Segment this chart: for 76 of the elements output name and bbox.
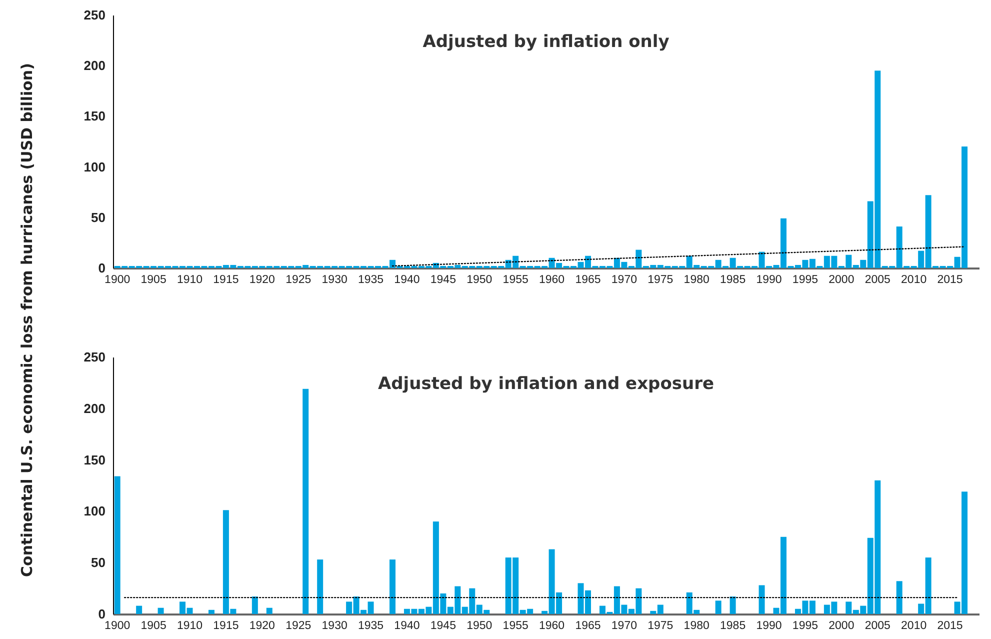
y-tick-label: 0 — [98, 260, 106, 276]
text: Adjusted by inflation only — [422, 32, 670, 52]
x-tick-label: 1905 — [140, 274, 166, 286]
x-tick-label: 1945 — [430, 620, 456, 632]
x-tick-label: 1960 — [538, 274, 565, 286]
x-tick-label: 1920 — [249, 620, 275, 632]
y-tick-label: 100 — [84, 504, 106, 519]
x-tick-label: 1975 — [648, 620, 674, 632]
x-tick-label: 1920 — [249, 274, 275, 286]
bar — [114, 476, 120, 614]
x-tick-label: 1995 — [792, 274, 818, 286]
x-tick-label: 2000 — [828, 620, 854, 632]
x-tick-label: 1985 — [720, 274, 746, 286]
x-tick-label: 1970 — [611, 620, 637, 632]
x-tick-label: 1950 — [466, 274, 492, 286]
text: Adjusted by inflation and exposure — [378, 374, 714, 394]
x-tick-label: 1905 — [140, 620, 166, 632]
bar — [896, 581, 902, 614]
y-tick-label: 100 — [84, 159, 106, 174]
x-tick-label: 1900 — [104, 274, 130, 286]
x-tick-label: 1955 — [502, 274, 528, 286]
x-tick-label: 1915 — [213, 274, 239, 286]
y-axis-title: Continental U.S. economic loss from hurricanes (USD billion) — [18, 63, 36, 577]
x-tick-label: 1990 — [756, 274, 782, 286]
x-tick-label: 2015 — [937, 620, 963, 632]
x-tick-label: 1990 — [756, 620, 782, 632]
x-tick-label: 1955 — [502, 620, 528, 632]
x-tick-label: 1930 — [322, 274, 348, 286]
x-tick-label: 1935 — [358, 620, 384, 632]
x-tick-label: 2000 — [828, 274, 854, 286]
x-tick-label: 1985 — [720, 620, 746, 632]
y-tick-label: 50 — [91, 210, 106, 225]
y-tick-label: 200 — [84, 58, 106, 74]
x-tick-label: 1935 — [358, 274, 384, 286]
x-tick-label: 1965 — [575, 274, 601, 286]
x-tick-label: 2010 — [901, 274, 927, 286]
x-tick-label: 1995 — [792, 620, 818, 632]
bar — [389, 560, 396, 614]
y-tick-label: 150 — [84, 452, 106, 468]
y-tick-label: 50 — [91, 555, 106, 570]
x-tick-label: 1945 — [430, 274, 456, 286]
x-tick-label: 1960 — [538, 620, 565, 632]
x-tick-label: 1900 — [104, 620, 130, 632]
bar — [715, 600, 722, 614]
y-tick-label: 0 — [98, 606, 106, 622]
bar — [758, 585, 765, 614]
y-tick-label: 250 — [84, 8, 106, 22]
bar — [266, 608, 272, 614]
x-tick-label: 1940 — [394, 620, 420, 632]
x-tick-label: 1940 — [394, 274, 420, 286]
x-tick-label: 1970 — [611, 274, 637, 286]
x-tick-label: 1930 — [322, 620, 348, 632]
bar — [158, 608, 164, 614]
x-tick-label: 2005 — [864, 274, 890, 286]
y-tick-label: 150 — [84, 108, 106, 124]
x-tick-label: 1980 — [684, 620, 710, 632]
x-tick-label: 1975 — [648, 274, 674, 286]
y-tick-label: 250 — [84, 350, 106, 364]
bar — [208, 610, 214, 614]
y-tick-label: 200 — [84, 400, 106, 416]
x-tick-label: 1910 — [176, 620, 203, 632]
bar — [317, 560, 324, 614]
x-tick-label: 1965 — [575, 620, 601, 632]
x-tick-label: 1950 — [466, 620, 492, 632]
bar — [252, 596, 258, 614]
x-tick-label: 1915 — [213, 620, 239, 632]
x-tick-label: 1910 — [176, 274, 203, 286]
x-tick-label: 1925 — [286, 620, 312, 632]
x-tick-label: 2015 — [937, 274, 963, 286]
x-tick-label: 1925 — [286, 274, 312, 286]
x-tick-label: 1980 — [684, 274, 710, 286]
bar — [302, 388, 309, 614]
x-tick-label: 2010 — [901, 620, 927, 632]
bar — [136, 606, 142, 614]
x-tick-label: 2005 — [864, 620, 890, 632]
bar — [730, 596, 736, 614]
